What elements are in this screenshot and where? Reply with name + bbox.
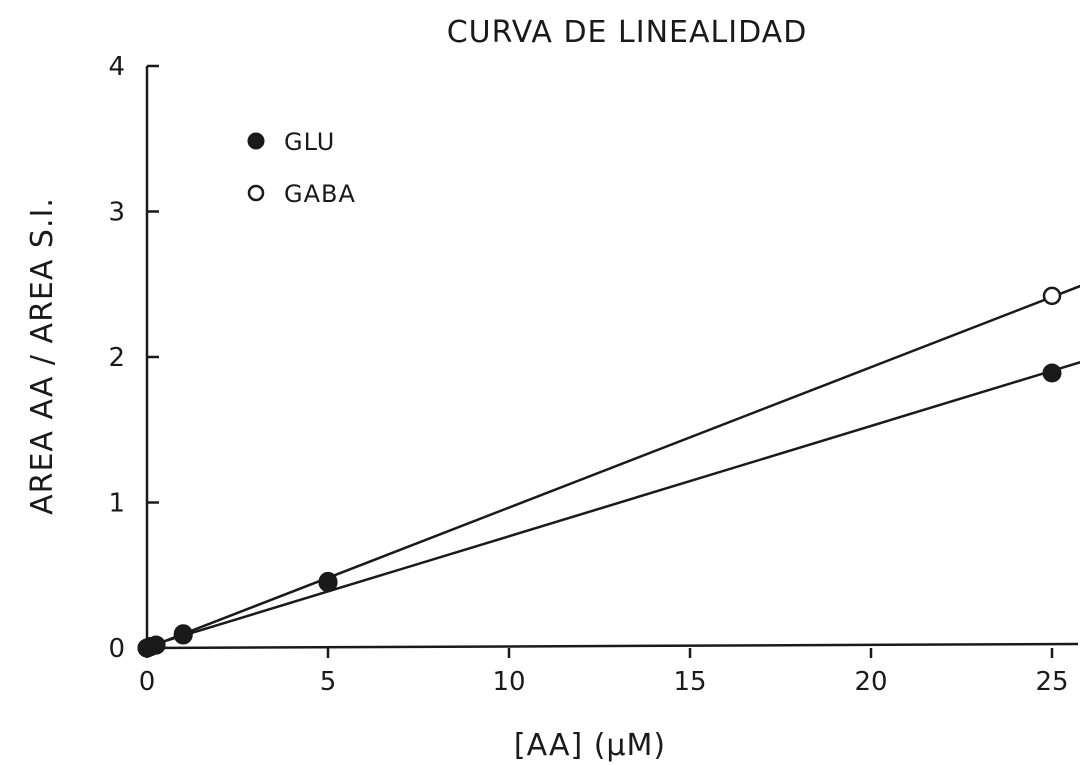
legend-marker-gaba: [247, 184, 265, 202]
y-tick-label: 2: [108, 343, 125, 373]
x-axis-label: [AA] (μM): [514, 728, 666, 763]
legend-label-gaba: GABA: [284, 180, 356, 208]
data-point-glu: [1042, 363, 1062, 383]
x-tick-label: 5: [320, 667, 337, 697]
legend: GLU GABA: [247, 128, 356, 208]
chart-title: CURVA DE LINEALIDAD: [447, 15, 808, 50]
y-tick-label: 1: [108, 489, 125, 519]
fit-line-glu: [146, 360, 1080, 648]
x-axis-line: [146, 642, 1079, 650]
y-tick-label: 0: [108, 634, 125, 664]
x-tick-label: 10: [492, 667, 525, 697]
data-point-gaba: [1042, 286, 1062, 306]
legend-label-glu: GLU: [284, 128, 335, 156]
x-tick-label: 15: [673, 667, 706, 697]
x-tick-label: 0: [139, 667, 156, 697]
data-point-glu: [146, 635, 166, 655]
y-tick-label: 3: [108, 198, 125, 228]
y-axis-label: AREA AA / AREA S.I.: [25, 197, 60, 515]
data-point-glu: [173, 625, 193, 645]
data-point-glu: [318, 573, 338, 593]
fit-lines: [146, 284, 1080, 650]
fit-line-gaba: [146, 284, 1080, 650]
y-tick-label: 4: [108, 52, 125, 82]
x-tick-label: 25: [1035, 667, 1068, 697]
data-points: [137, 286, 1062, 658]
x-tick-label: 20: [854, 667, 887, 697]
axes: 0 5 10 15 20 25 0 1 2 3 4: [108, 52, 1079, 697]
legend-marker-glu: [247, 132, 265, 150]
